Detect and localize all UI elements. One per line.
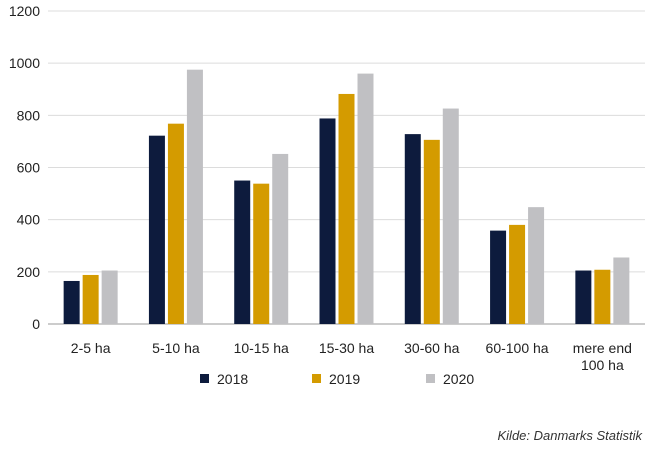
bar-2018-4	[404, 134, 421, 324]
bar-2018-5	[490, 230, 507, 324]
legend-label-2020: 2020	[443, 371, 474, 387]
bars	[63, 69, 630, 325]
bar-2018-0	[63, 280, 80, 324]
y-tick-label: 1200	[9, 3, 40, 19]
bar-2020-2	[272, 153, 289, 324]
bar-2019-1	[167, 123, 184, 325]
legend: 2018 2019 2020	[200, 371, 474, 387]
legend-swatch-2019	[312, 374, 321, 383]
bar-2020-0	[101, 270, 118, 324]
bar-2019-6	[594, 269, 611, 324]
x-category-label: mere end 100 ha	[573, 340, 632, 373]
x-category-label: 15-30 ha	[319, 340, 374, 356]
x-category-label: 60-100 ha	[486, 340, 549, 356]
bar-2018-2	[234, 180, 251, 324]
bar-2020-1	[186, 69, 203, 324]
bar-2019-0	[82, 274, 99, 324]
bar-2018-3	[319, 118, 336, 324]
x-category-label: 30-60 ha	[404, 340, 459, 356]
x-category-label: 5-10 ha	[152, 340, 200, 356]
bar-2019-2	[253, 183, 270, 324]
x-axis-labels: 2-5 ha 5-10 ha 10-15 ha 15-30 ha 30-60 ha 60-…	[71, 340, 632, 373]
bar-2020-4	[442, 108, 459, 324]
legend-swatch-2018	[200, 374, 209, 383]
y-tick-label: 600	[17, 160, 41, 176]
legend-label-2019: 2019	[329, 371, 360, 387]
bar-2019-3	[338, 93, 355, 324]
y-tick-label: 800	[17, 107, 41, 123]
y-tick-label: 1000	[9, 55, 40, 71]
y-tick-label: 0	[32, 316, 40, 332]
bar-2019-5	[509, 224, 526, 324]
bar-2020-5	[528, 207, 545, 324]
y-axis-ticks: 0 200 400 600 800 1000 1200	[9, 3, 40, 332]
legend-label-2018: 2018	[217, 371, 248, 387]
bar-2019-4	[423, 139, 440, 324]
y-tick-label: 400	[17, 212, 41, 228]
bar-2020-3	[357, 73, 374, 324]
source-note: Kilde: Danmarks Statistik	[497, 428, 643, 443]
y-tick-label: 200	[17, 264, 41, 280]
x-category-label: 2-5 ha	[71, 340, 111, 356]
bar-2020-6	[613, 257, 630, 324]
x-category-label: 10-15 ha	[234, 340, 289, 356]
bar-2018-6	[575, 270, 592, 324]
bar-2018-1	[148, 135, 165, 324]
legend-swatch-2020	[426, 374, 435, 383]
